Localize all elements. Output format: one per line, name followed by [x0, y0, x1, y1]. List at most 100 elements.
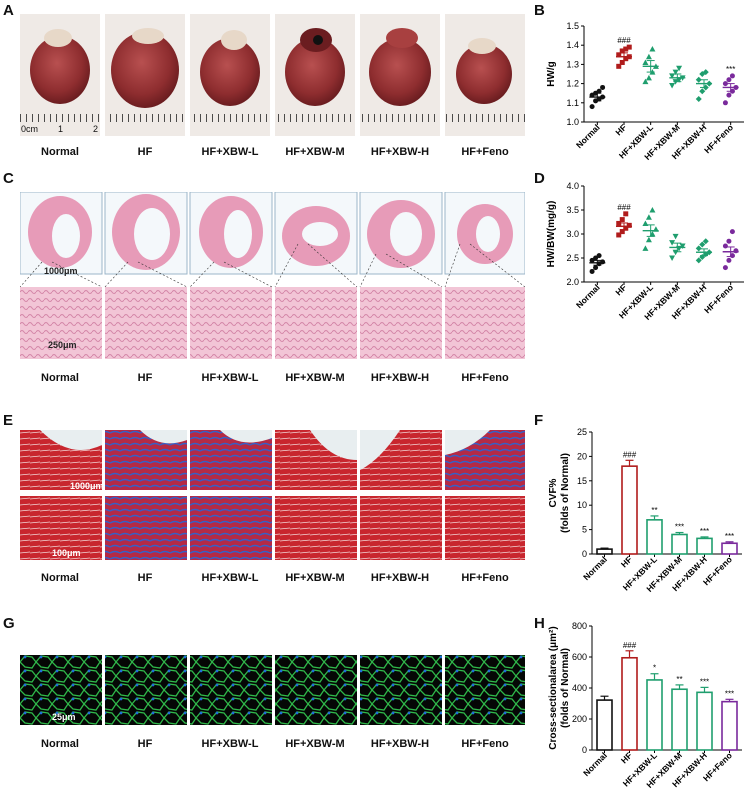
- significance-label: **: [676, 675, 682, 684]
- data-point: [722, 81, 728, 87]
- y-tick-label: 800: [572, 621, 587, 631]
- group-label: HF+XBW-L: [201, 738, 259, 750]
- data-point: [642, 78, 649, 85]
- x-tick-label: HF+Feno: [702, 122, 735, 155]
- data-point: [722, 265, 728, 271]
- ruler-labels: cm 0 1 2: [20, 124, 525, 136]
- data-point: [623, 211, 629, 217]
- data-point: [695, 245, 702, 252]
- x-tick-label: HF: [619, 750, 634, 765]
- y-tick-label: 3.0: [566, 229, 579, 239]
- group-label: HF+XBW-L: [201, 372, 259, 384]
- data-point: [726, 257, 732, 263]
- significance-label: *: [653, 664, 656, 673]
- significance-label: ###: [623, 450, 637, 459]
- data-point: [589, 268, 595, 274]
- data-point: [596, 88, 602, 94]
- panel-label-a: A: [3, 2, 14, 19]
- group-label: HF+XBW-M: [285, 372, 345, 384]
- group-label: HF+Feno: [461, 738, 509, 750]
- bar: [671, 533, 688, 555]
- data-point: [619, 229, 625, 235]
- scalebar-g: 25μm: [52, 712, 76, 722]
- group-label: HF+XBW-H: [370, 738, 430, 750]
- panel-label-c: C: [3, 170, 14, 187]
- data-point: [626, 44, 632, 50]
- y-tick-label: 600: [572, 652, 587, 662]
- data-point: [702, 238, 709, 245]
- data-point: [589, 104, 595, 110]
- group-label: HF: [137, 572, 153, 584]
- bar: [721, 542, 738, 555]
- bar: [646, 679, 663, 751]
- masson-bottom-row: [20, 496, 525, 560]
- significance-label: ***: [700, 527, 709, 536]
- x-tick-label: HF+Feno: [702, 282, 735, 315]
- data-point: [642, 59, 649, 65]
- group-label: HF+Feno: [461, 146, 509, 158]
- data-point: [645, 74, 652, 81]
- data-point: [669, 255, 676, 261]
- significance-label: ***: [675, 523, 684, 532]
- x-tick-label: HF: [613, 282, 628, 297]
- bar: [621, 465, 638, 555]
- data-point: [616, 220, 622, 226]
- significance-label: ***: [725, 689, 734, 698]
- data-point: [676, 65, 683, 72]
- heart-photo-feno: [445, 14, 525, 136]
- y-tick-label: 15: [577, 476, 587, 486]
- group-label: HF+XBW-H: [370, 372, 430, 384]
- y-tick-label: 2.5: [566, 253, 579, 263]
- significance-label: ###: [617, 203, 631, 212]
- data-point: [645, 214, 652, 220]
- ruler-unit: cm: [26, 124, 38, 134]
- data-point: [672, 233, 679, 240]
- group-label: HF+XBW-M: [285, 738, 345, 750]
- he-zoom-lines: [20, 243, 525, 288]
- data-point: [649, 207, 656, 213]
- data-point: [733, 248, 739, 254]
- data-point: [672, 69, 679, 76]
- scalebar-e-top: 1000μm: [70, 481, 104, 491]
- ruler-mark-2: 2: [93, 124, 99, 134]
- masson-stain-images: [20, 430, 525, 560]
- y-tick-label: 1.4: [566, 40, 579, 50]
- data-point: [623, 225, 629, 231]
- data-point: [619, 48, 625, 54]
- bar: [621, 656, 638, 751]
- scalebar-c-top: 1000μm: [44, 266, 78, 276]
- data-point: [626, 222, 632, 228]
- y-tick-label: 200: [572, 714, 587, 724]
- y-tick-label: 2.0: [566, 277, 579, 287]
- data-point: [702, 69, 709, 76]
- ruler-mark-1: 1: [58, 124, 64, 134]
- chart-d-hw-bw: 2.02.53.03.54.0HW/BW(mg/g)Normal HFHF+XBW…: [546, 181, 744, 322]
- group-label: HF+XBW-H: [370, 572, 430, 584]
- data-point: [596, 253, 602, 259]
- data-point: [619, 217, 625, 223]
- y-tick-label: 10: [577, 500, 587, 510]
- data-point: [623, 46, 629, 52]
- group-label: HF: [137, 738, 153, 750]
- y-tick-label: 25: [577, 427, 587, 437]
- panel-label-h: H: [534, 615, 545, 632]
- group-label: HF+XBW-H: [370, 146, 430, 158]
- y-tick-label: 4.0: [566, 181, 579, 191]
- wga-image-feno: [445, 655, 525, 725]
- y-tick-label: 3.5: [566, 205, 579, 215]
- bar: [696, 691, 713, 751]
- significance-label: ***: [700, 677, 709, 686]
- group-label: HF+XBW-L: [201, 146, 259, 158]
- group-label: HF: [137, 146, 153, 158]
- x-tick-label: HF: [619, 554, 634, 569]
- group-label: Normal: [41, 738, 79, 750]
- data-point: [593, 255, 599, 261]
- group-label: Normal: [41, 572, 79, 584]
- heart-photo-xbw-h: [360, 14, 440, 136]
- heart-photo-normal: [20, 14, 100, 136]
- data-point: [623, 56, 629, 62]
- data-point: [722, 243, 728, 249]
- y-tick-label: 20: [577, 451, 587, 461]
- data-point: [679, 243, 686, 249]
